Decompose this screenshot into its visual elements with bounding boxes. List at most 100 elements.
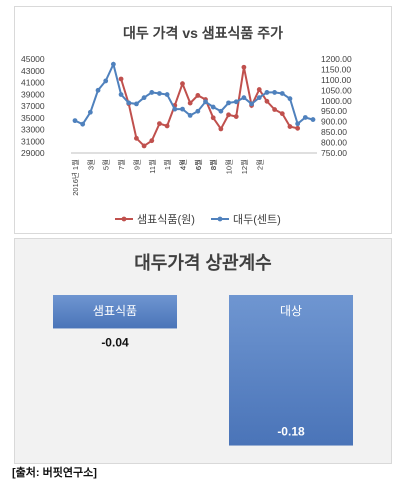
y-right-tick-label: 1150.00 xyxy=(321,64,351,74)
data-point xyxy=(302,115,308,120)
data-point xyxy=(118,76,124,82)
correlation-chart-panel: 대두가격 상관계수 샘표식품 -0.04 대상 -0.18 xyxy=(14,238,392,464)
data-point xyxy=(279,111,285,117)
x-tick-label: 6월 xyxy=(193,159,203,170)
data-point xyxy=(226,112,231,118)
data-point xyxy=(134,101,139,107)
x-tick-label: 2016년 1월 xyxy=(70,159,80,196)
x-tick-label: 7월 xyxy=(116,159,126,170)
y-right-tick-label: 900.00 xyxy=(321,117,347,127)
data-point xyxy=(233,99,239,105)
x-tick-label: 9월 xyxy=(131,159,141,170)
data-point xyxy=(295,121,301,127)
data-point xyxy=(187,113,193,118)
data-point xyxy=(210,115,216,121)
y-right-tick-label: 750.00 xyxy=(321,148,347,158)
data-point xyxy=(141,143,147,149)
bar-category-label: 대상 xyxy=(280,304,302,318)
data-point xyxy=(118,92,124,97)
data-point xyxy=(157,121,162,127)
data-point xyxy=(95,87,101,93)
data-point xyxy=(218,126,224,132)
price-chart-panel: 대두 가격 vs 샘표식품 주가 29000 31000 33000 35000 3700… xyxy=(14,6,392,234)
legend-marker xyxy=(217,216,223,222)
data-point xyxy=(287,124,293,129)
series-line xyxy=(120,67,298,148)
data-point xyxy=(141,95,147,101)
bar xyxy=(229,295,353,446)
bar xyxy=(53,295,177,329)
data-point xyxy=(164,92,170,97)
data-point xyxy=(103,78,109,84)
data-point xyxy=(256,95,262,101)
x-tick-label: 1월 xyxy=(162,159,172,170)
data-point xyxy=(249,101,254,107)
data-point xyxy=(218,108,224,114)
data-point xyxy=(203,99,208,105)
legend-label: 샘표식품(원) xyxy=(137,213,195,226)
data-point xyxy=(310,117,316,122)
y-right-tick-label: 800.00 xyxy=(321,138,347,148)
y-right-tick-label: 1200.00 xyxy=(321,54,352,64)
x-tick-label: 8월 xyxy=(208,159,218,170)
data-point xyxy=(180,81,185,87)
x-tick-label: 10월 xyxy=(224,159,234,174)
x-tick-label: 8월 xyxy=(208,159,218,170)
x-tick-label: 3월 xyxy=(85,159,95,170)
y-right-tick-label: 950.00 xyxy=(321,106,347,116)
legend-marker xyxy=(121,216,127,222)
y-right-tick-label: 1000.00 xyxy=(321,96,352,106)
data-point xyxy=(264,90,270,95)
data-label: -0.18 xyxy=(277,425,305,439)
y-left-tick-label: 31000 xyxy=(21,136,45,146)
y-left-tick-label: 33000 xyxy=(21,125,45,135)
x-tick-label: 6월 xyxy=(193,159,203,170)
series-line xyxy=(74,61,314,126)
data-point xyxy=(272,107,278,112)
data-point xyxy=(180,106,185,112)
data-point xyxy=(241,95,247,101)
data-point xyxy=(279,91,285,96)
y-right-tick-label: 1100.00 xyxy=(321,75,351,85)
data-point xyxy=(256,87,262,92)
data-point xyxy=(295,125,301,131)
y-left-tick-label: 35000 xyxy=(21,113,45,123)
data-point xyxy=(210,104,216,110)
data-point xyxy=(287,96,293,102)
data-point xyxy=(72,118,78,124)
x-tick-label: 4월 xyxy=(177,159,187,170)
x-tick-label: 2월 xyxy=(254,159,264,170)
data-point xyxy=(264,98,270,104)
data-point xyxy=(195,93,201,98)
bar-category-label: 샘표식품 xyxy=(93,304,137,318)
x-tick-label: 5월 xyxy=(101,159,111,170)
x-tick-label: 11월 xyxy=(147,159,157,174)
data-point xyxy=(195,108,201,114)
data-point xyxy=(134,135,139,141)
y-right-tick-label: 1050.00 xyxy=(321,85,352,95)
data-point xyxy=(157,91,162,96)
data-point xyxy=(149,90,155,95)
data-point xyxy=(110,61,116,67)
source-label: [출처: 버핏연구소] xyxy=(12,467,97,479)
y-left-tick-label: 29000 xyxy=(21,148,45,158)
legend-label: 대두(센트) xyxy=(233,213,281,226)
data-point xyxy=(126,100,132,106)
data-point xyxy=(272,90,278,95)
data-point xyxy=(80,121,86,127)
data-point xyxy=(233,114,239,119)
data-point xyxy=(149,138,155,144)
y-right-tick-label: 850.00 xyxy=(321,127,347,137)
y-left-tick-label: 41000 xyxy=(21,78,45,88)
y-left-tick-label: 39000 xyxy=(21,89,45,99)
data-point xyxy=(172,106,178,112)
data-point xyxy=(241,64,247,70)
data-point xyxy=(164,123,170,129)
x-tick-label: 12월 xyxy=(239,159,249,174)
y-left-tick-label: 43000 xyxy=(21,66,45,76)
y-left-tick-label: 45000 xyxy=(21,54,45,64)
y-left-tick-label: 37000 xyxy=(21,101,45,111)
data-point xyxy=(226,100,231,106)
